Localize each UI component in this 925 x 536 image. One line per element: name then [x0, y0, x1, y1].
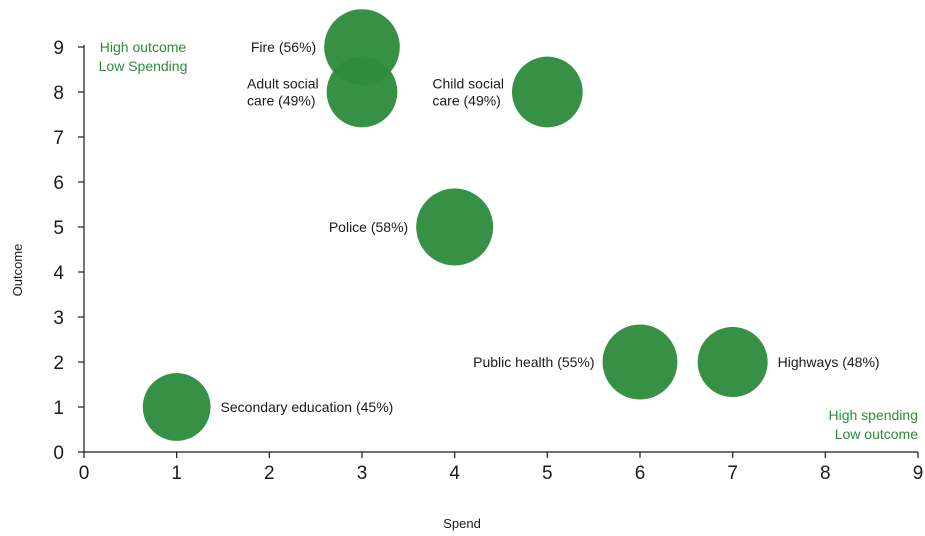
y-axis-title: Outcome [10, 244, 25, 297]
x-tick-label: 2 [264, 463, 275, 484]
y-tick-label: 5 [53, 218, 64, 239]
x-tick-label: 0 [79, 463, 90, 484]
bubble-label-line: Adult social [247, 76, 319, 92]
y-tick-label: 2 [53, 353, 64, 374]
bubble-label: Adult social care (49%) [247, 76, 319, 109]
x-tick-label: 1 [171, 463, 182, 484]
bubble [511, 56, 583, 128]
x-tick-label: 6 [635, 463, 646, 484]
bubble-label: Fire (56%) [251, 39, 316, 55]
x-tick-label: 7 [727, 463, 738, 484]
bubble [416, 188, 494, 266]
y-tick-label: 0 [53, 443, 64, 464]
bubble-label-line: Child social [432, 76, 504, 92]
x-tick-label: 5 [542, 463, 553, 484]
annotation-bottom-right: High spending Low outcome [828, 407, 918, 442]
corner-annotations: High outcome Low Spending High spending Low… [99, 39, 919, 442]
x-axis-title: Spend [443, 516, 481, 531]
bubble [602, 324, 678, 400]
annotation-line: High spending [828, 407, 918, 423]
annotation-top-left: High outcome Low Spending [99, 39, 188, 74]
bubble-label-line: care (49%) [247, 93, 315, 109]
y-tick-label: 4 [53, 263, 64, 284]
bubble-label: Police (58%) [329, 219, 408, 235]
y-tick-label: 7 [53, 128, 64, 149]
bubble-label-line: Highways (48%) [778, 354, 880, 370]
bubble [142, 373, 211, 441]
x-tick-label: 9 [913, 463, 924, 484]
bubble-labels: Secondary education (45%) Fire (56%) Adult… [221, 39, 880, 415]
y-tick-label: 8 [53, 83, 64, 104]
bubble-label-line: Fire (56%) [251, 39, 316, 55]
bubble [326, 56, 398, 128]
y-tick-label: 3 [53, 308, 64, 329]
bubble-label: Highways (48%) [778, 354, 880, 370]
x-tick-label: 4 [449, 463, 460, 484]
bubble-label: Child social care (49%) [432, 76, 504, 109]
y-tick-label: 6 [53, 173, 64, 194]
annotation-line: Low outcome [835, 426, 918, 442]
y-tick-label: 1 [53, 398, 64, 419]
x-tick-label: 8 [820, 463, 831, 484]
axes [83, 45, 918, 453]
annotation-line: High outcome [100, 39, 187, 55]
y-axis-ticks: 0 1 2 3 4 5 6 7 8 9 [53, 38, 84, 464]
bubble-label-line: Secondary education (45%) [221, 399, 394, 415]
x-axis-ticks: 0 1 2 3 4 5 6 7 8 9 [79, 452, 924, 484]
bubble-label-line: care (49%) [432, 93, 500, 109]
bubble-label: Secondary education (45%) [221, 399, 394, 415]
bubble [697, 327, 768, 397]
y-tick-label: 9 [53, 38, 64, 59]
bubbles [142, 9, 768, 441]
bubble-label-line: Police (58%) [329, 219, 408, 235]
bubble-label: Public health (55%) [473, 354, 594, 370]
annotation-line: Low Spending [99, 58, 188, 74]
x-tick-label: 3 [357, 463, 368, 484]
bubble-label-line: Public health (55%) [473, 354, 594, 370]
